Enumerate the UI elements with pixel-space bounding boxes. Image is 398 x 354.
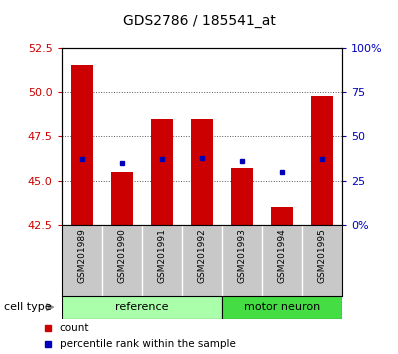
Text: GSM201989: GSM201989 — [77, 228, 86, 283]
Bar — [222, 296, 342, 319]
Text: GSM201992: GSM201992 — [197, 228, 207, 283]
Bar — [231, 168, 253, 225]
Text: GSM201994: GSM201994 — [278, 228, 287, 283]
Bar — [191, 119, 213, 225]
Text: reference: reference — [115, 302, 169, 312]
Bar — [311, 96, 333, 225]
Bar — [71, 65, 93, 225]
Text: motor neuron: motor neuron — [244, 302, 320, 312]
Text: GSM201990: GSM201990 — [117, 228, 126, 283]
Text: GSM201991: GSM201991 — [157, 228, 166, 283]
Text: GDS2786 / 185541_at: GDS2786 / 185541_at — [123, 14, 275, 28]
Text: GSM201993: GSM201993 — [238, 228, 247, 283]
Bar — [111, 172, 133, 225]
Text: cell type: cell type — [4, 302, 52, 312]
Text: GSM201995: GSM201995 — [318, 228, 327, 283]
Bar — [62, 296, 222, 319]
Text: count: count — [60, 323, 89, 333]
Bar — [271, 207, 293, 225]
Bar — [151, 119, 173, 225]
Text: percentile rank within the sample: percentile rank within the sample — [60, 339, 236, 349]
